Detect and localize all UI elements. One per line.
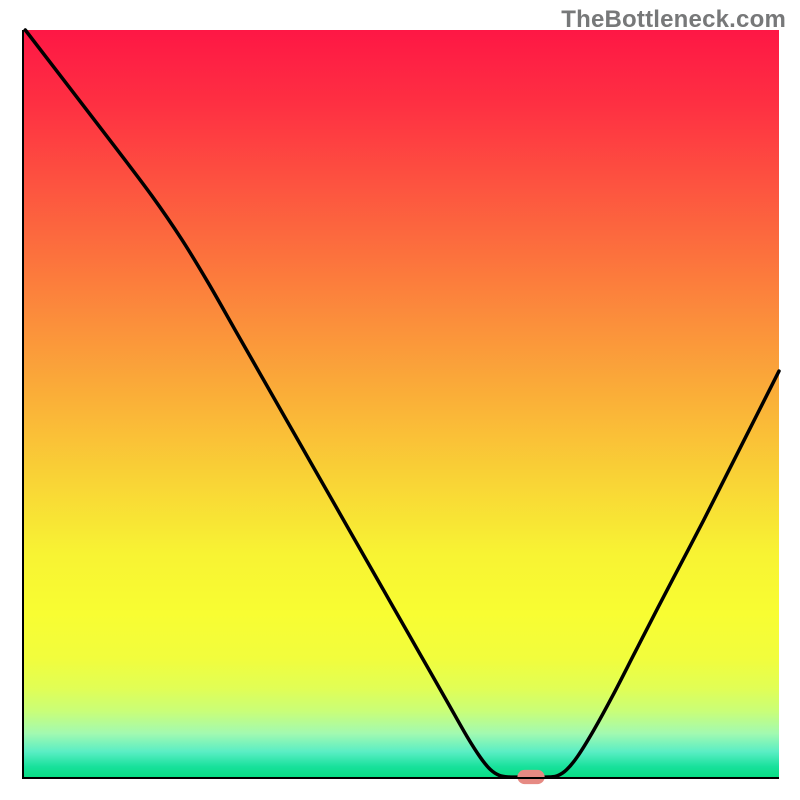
bottleneck-chart — [0, 0, 800, 800]
chart-background — [23, 30, 779, 778]
watermark-text: TheBottleneck.com — [561, 6, 786, 34]
